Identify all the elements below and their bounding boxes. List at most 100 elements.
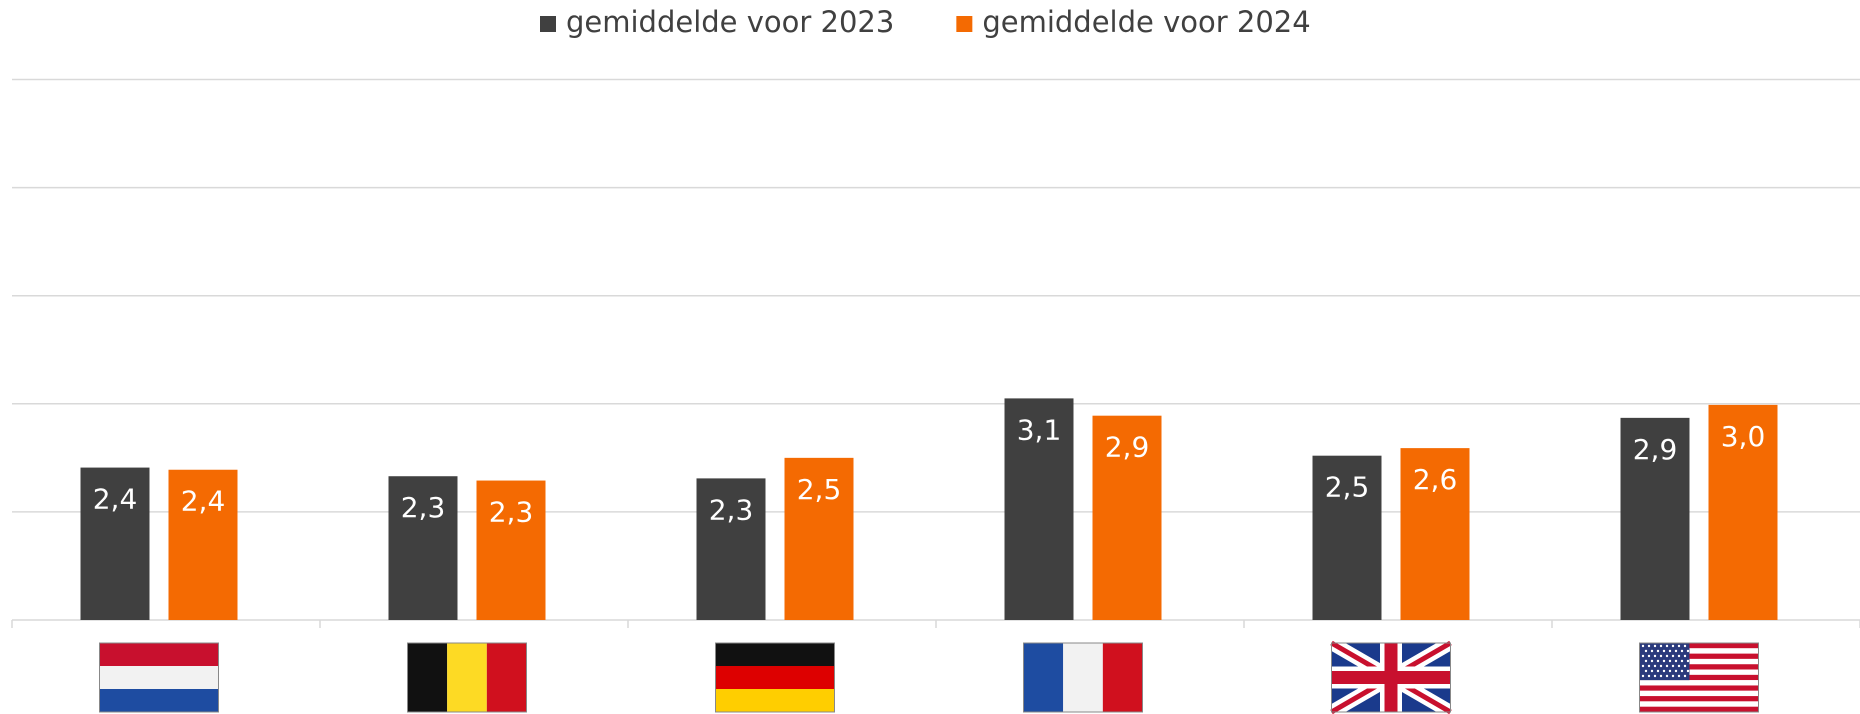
flag-stripe <box>715 666 835 689</box>
flag-star <box>1665 664 1669 668</box>
flag-star <box>1671 674 1675 678</box>
flag-stripe <box>1639 680 1759 686</box>
bar <box>80 467 150 620</box>
flag-stripe <box>99 666 219 689</box>
flag-stripe <box>715 689 835 712</box>
flag-star <box>1686 649 1690 653</box>
flag-star <box>1683 654 1687 658</box>
flag <box>715 642 835 713</box>
flag-stripe <box>486 643 527 712</box>
flag-star <box>1659 644 1663 648</box>
flag-star <box>1659 664 1663 668</box>
flag <box>1327 636 1455 714</box>
value-label: 3,1 <box>1017 413 1062 446</box>
flag-star <box>1680 649 1684 653</box>
flag-stripe <box>1639 696 1759 702</box>
bar <box>1092 415 1162 620</box>
flag-star <box>1686 669 1690 673</box>
bar <box>168 469 238 620</box>
flag-stripe <box>1639 653 1759 659</box>
flag-star <box>1656 659 1660 663</box>
flag-star <box>1671 654 1675 658</box>
flag-star <box>1677 654 1681 658</box>
bar <box>1620 417 1690 620</box>
flag-star <box>1674 659 1678 663</box>
flag-stripe <box>1639 658 1759 665</box>
flag <box>99 642 219 713</box>
flag-stripe <box>99 643 219 666</box>
value-label: 2,3 <box>401 491 446 524</box>
legend-label: gemiddelde voor 2023 <box>566 5 894 39</box>
flag-star <box>1662 649 1666 653</box>
flag-star <box>1671 644 1675 648</box>
flag-star <box>1647 674 1651 678</box>
flag-stripe <box>715 643 835 666</box>
flag-star <box>1683 644 1687 648</box>
flag <box>1639 642 1759 713</box>
flag-stripe <box>1102 643 1143 712</box>
flag-star <box>1641 664 1645 668</box>
flag-star <box>1674 669 1678 673</box>
value-label: 2,4 <box>181 485 226 518</box>
flag-stripe <box>1639 706 1759 712</box>
value-label: 2,3 <box>709 493 754 526</box>
flag-star <box>1680 669 1684 673</box>
flag-star <box>1683 664 1687 668</box>
flag-stripe <box>1639 690 1759 697</box>
bar <box>1312 455 1382 620</box>
flag-star <box>1653 664 1657 668</box>
flag-star <box>1665 654 1669 658</box>
legend-swatch <box>956 16 973 32</box>
flag <box>1023 642 1143 713</box>
value-label: 2,4 <box>93 483 138 516</box>
flag-cross <box>1384 643 1398 712</box>
bar <box>1400 448 1470 620</box>
flag-star <box>1686 659 1690 663</box>
value-label: 2,6 <box>1413 463 1458 496</box>
flag-star <box>1662 669 1666 673</box>
flag-star <box>1668 659 1672 663</box>
bar <box>476 480 546 620</box>
flag-star <box>1641 644 1645 648</box>
value-label: 2,9 <box>1633 433 1678 466</box>
flag-star <box>1653 644 1657 648</box>
flag-star <box>1656 669 1660 673</box>
flag-star <box>1680 659 1684 663</box>
flag-star <box>1659 674 1663 678</box>
bar <box>388 476 458 620</box>
value-label: 3,0 <box>1721 420 1766 453</box>
flag-star <box>1671 664 1675 668</box>
flag-border <box>715 642 835 713</box>
bar <box>696 478 766 620</box>
flag <box>407 642 527 713</box>
value-label: 2,3 <box>489 496 534 529</box>
flag-star <box>1674 649 1678 653</box>
flag-star <box>1653 654 1657 658</box>
flag-star <box>1644 659 1648 663</box>
flag-star <box>1641 674 1645 678</box>
flag-stripe <box>1639 685 1759 691</box>
flag-stripe <box>1639 648 1759 654</box>
flag-stripe <box>1063 643 1103 712</box>
flag-stripe <box>1639 674 1759 681</box>
flag-stripe <box>447 643 487 712</box>
bar <box>1004 398 1074 620</box>
value-label: 2,9 <box>1105 431 1150 464</box>
flag-star <box>1668 669 1672 673</box>
flag-stripe <box>1023 643 1064 712</box>
flag-border <box>1639 642 1759 713</box>
flag-star <box>1683 674 1687 678</box>
flag-stripe <box>1639 701 1759 707</box>
flag-star <box>1665 674 1669 678</box>
flag-star <box>1650 649 1654 653</box>
flag-border <box>1023 642 1143 713</box>
flag-stripe <box>1639 664 1759 670</box>
flag-star <box>1656 649 1660 653</box>
flag-star <box>1677 644 1681 648</box>
flag-star <box>1647 654 1651 658</box>
flag-star <box>1644 649 1648 653</box>
flag-star <box>1662 659 1666 663</box>
flag-border <box>99 642 219 713</box>
legend-label: gemiddelde voor 2024 <box>982 5 1310 39</box>
